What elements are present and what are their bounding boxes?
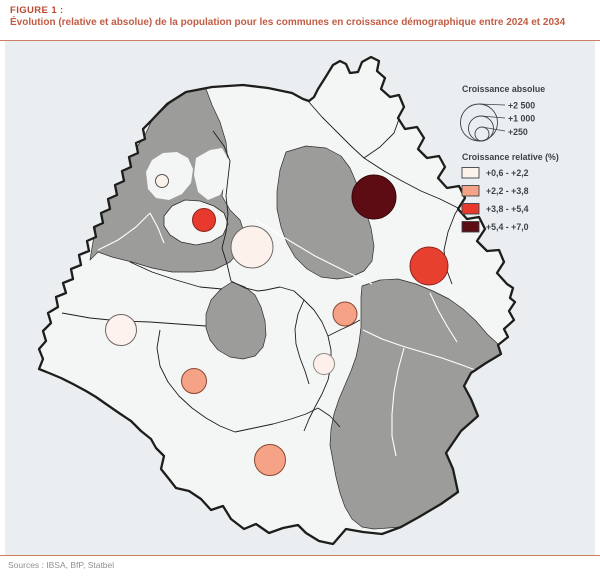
region-outline — [37, 55, 517, 546]
legend-color-swatches — [461, 167, 480, 233]
legend-leader-lines — [478, 103, 506, 132]
growth-circle — [155, 174, 169, 188]
brussels-map: Croissance absolue +2 500 +1 000 +250 Cr… — [37, 55, 559, 546]
legend-size-label-2: +1 000 — [508, 114, 535, 124]
sources-text: Sources : IBSA, BfP, Statbel — [8, 560, 115, 570]
legend-size-label-3: +250 — [508, 127, 528, 137]
legend-circle-small — [474, 126, 490, 142]
legend-class-label-2: +2,2 - +3,8 — [486, 186, 529, 196]
legend-class-label-1: +0,6 - +2,2 — [486, 168, 529, 178]
commune-shape — [205, 281, 267, 360]
growth-symbols — [105, 174, 449, 476]
legend-size-circles — [460, 103, 498, 142]
bottom-divider — [0, 555, 600, 556]
commune-shape — [194, 148, 230, 200]
swatch-class-3 — [461, 203, 480, 215]
growth-circle — [254, 444, 286, 476]
growth-circle — [332, 301, 358, 327]
commune-shape — [146, 152, 193, 200]
growth-circle — [181, 368, 207, 394]
gray-internal-borders — [97, 212, 479, 457]
legend: Croissance absolue +2 500 +1 000 +250 Cr… — [460, 84, 559, 233]
commune-shape — [276, 145, 375, 280]
figure-title: Évolution (relative et absolue) de la po… — [10, 17, 566, 28]
growth-circle — [313, 353, 335, 375]
legend-relative-title: Croissance relative (%) — [462, 152, 559, 162]
legend-class-label-3: +3,8 - +5,4 — [486, 204, 529, 214]
swatch-class-1 — [461, 167, 480, 179]
swatch-class-2 — [461, 185, 480, 197]
map-panel: Croissance absolue +2 500 +1 000 +250 Cr… — [5, 41, 595, 555]
legend-absolute-title: Croissance absolue — [462, 84, 545, 94]
growth-circle — [351, 174, 397, 220]
growth-circle — [105, 314, 137, 346]
legend-class-label-4: +5,4 - +7,0 — [486, 222, 529, 232]
top-divider — [0, 40, 600, 41]
growth-circle — [230, 225, 274, 269]
legend-size-label-1: +2 500 — [508, 101, 535, 111]
swatch-class-4 — [461, 221, 480, 233]
figure-label: FIGURE 1 : — [10, 5, 64, 16]
growth-circle — [192, 208, 216, 232]
growth-circle — [409, 246, 449, 286]
